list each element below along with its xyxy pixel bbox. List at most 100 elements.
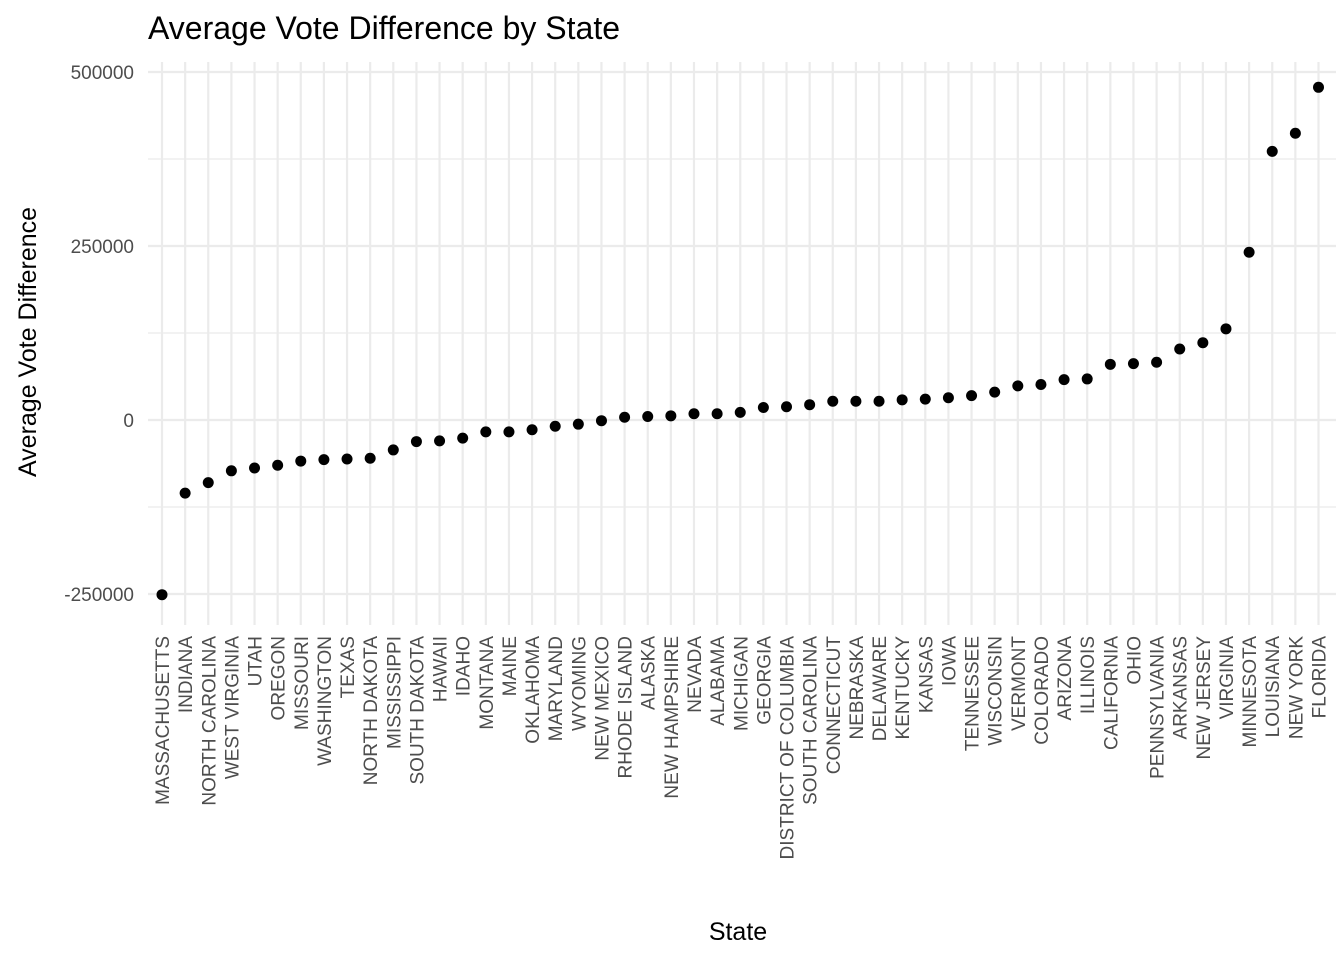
x-tick-label: PENNSYLVANIA: [1148, 636, 1169, 779]
x-tick-label: MONTANA: [477, 636, 498, 730]
x-axis-tick-labels: MASSACHUSETTS INDIANA NORTH CAROLINA WEST V…: [153, 636, 1331, 860]
x-tick-label: ARKANSAS: [1171, 636, 1192, 739]
x-tick-label: RHODE ISLAND: [616, 636, 637, 779]
data-point: [665, 410, 677, 422]
data-point: [387, 444, 399, 456]
x-tick-label: UTAH: [246, 636, 267, 686]
x-tick-label: TEXAS: [338, 636, 359, 698]
data-point: [688, 408, 700, 420]
data-point: [896, 394, 908, 406]
x-tick-label: ILLINOIS: [1078, 636, 1099, 714]
x-axis-title: State: [709, 918, 767, 946]
data-point: [480, 426, 492, 438]
data-point: [873, 395, 885, 407]
x-tick-label: KANSAS: [916, 636, 937, 713]
y-tick-label: 250000: [71, 237, 134, 258]
x-tick-label: FLORIDA: [1310, 636, 1331, 719]
x-tick-label: COLORADO: [1032, 636, 1053, 745]
x-tick-label: OKLAHOMA: [523, 636, 544, 744]
grid-lines: [148, 62, 1336, 625]
x-tick-label: MARYLAND: [546, 636, 567, 741]
data-point: [503, 426, 515, 438]
data-point: [1243, 246, 1255, 258]
data-point: [179, 487, 191, 499]
data-point: [1127, 358, 1139, 370]
x-tick-label: MISSISSIPPI: [384, 636, 405, 749]
x-tick-label: MASSACHUSETTS: [153, 636, 174, 805]
x-tick-label: MICHIGAN: [731, 636, 752, 731]
data-point: [1081, 373, 1093, 385]
data-point: [1104, 358, 1116, 370]
data-point: [1220, 323, 1232, 335]
y-axis-tick-labels: -250000 0 250000 500000: [64, 63, 134, 606]
data-point: [827, 395, 839, 407]
x-tick-label: VIRGINIA: [1217, 636, 1238, 720]
y-tick-label: -250000: [64, 585, 134, 606]
x-tick-label: NEW YORK: [1286, 636, 1307, 739]
data-point: [919, 393, 931, 405]
data-point: [642, 411, 654, 423]
x-tick-label: NEVADA: [685, 636, 706, 713]
x-tick-label: INDIANA: [176, 636, 197, 713]
chart-title: Average Vote Difference by State: [148, 10, 620, 46]
data-point: [1035, 379, 1047, 391]
data-point: [1266, 145, 1278, 157]
x-tick-label: MISSOURI: [292, 636, 313, 730]
x-tick-label: MINNESOTA: [1240, 636, 1261, 748]
x-tick-label: NEW MEXICO: [592, 636, 613, 761]
x-tick-label: ALABAMA: [708, 636, 729, 726]
x-tick-label: DISTRICT OF COLUMBIA: [778, 636, 799, 860]
data-points: [156, 81, 1324, 601]
x-tick-label: SOUTH CAROLINA: [801, 636, 822, 805]
data-point: [1058, 374, 1070, 386]
data-point: [572, 418, 584, 430]
x-tick-label: OREGON: [269, 636, 290, 720]
data-point: [966, 390, 978, 402]
x-tick-label: NEW JERSEY: [1194, 636, 1215, 760]
x-tick-label: CALIFORNIA: [1101, 636, 1122, 750]
data-point: [942, 392, 954, 404]
x-tick-label: ALASKA: [639, 636, 660, 710]
x-tick-label: WYOMING: [569, 636, 590, 731]
x-tick-label: GEORGIA: [754, 636, 775, 725]
data-point: [711, 408, 723, 420]
data-point: [1012, 380, 1024, 392]
x-tick-label: SOUTH DAKOTA: [407, 636, 428, 785]
data-point: [1174, 343, 1186, 355]
x-tick-label: LOUISIANA: [1263, 636, 1284, 738]
data-point: [272, 459, 284, 471]
data-point: [364, 452, 376, 464]
y-axis-title: Average Vote Difference: [14, 207, 42, 477]
data-point: [619, 411, 631, 423]
x-tick-label: TENNESSEE: [963, 636, 984, 751]
data-point: [410, 436, 422, 448]
x-tick-label: NORTH DAKOTA: [361, 636, 382, 786]
x-tick-label: WASHINGTON: [315, 636, 336, 766]
x-tick-label: VERMONT: [1009, 636, 1030, 731]
x-tick-label: MAINE: [500, 636, 521, 696]
x-tick-label: HAWAII: [431, 636, 452, 702]
x-tick-label: IOWA: [939, 636, 960, 686]
data-point: [295, 455, 307, 467]
data-point: [202, 477, 214, 489]
data-point: [457, 432, 469, 444]
data-point: [1197, 337, 1209, 349]
x-tick-label: WISCONSIN: [986, 636, 1007, 746]
data-point: [1313, 81, 1324, 93]
x-tick-label: DELAWARE: [870, 636, 891, 741]
x-tick-label: KENTUCKY: [893, 636, 914, 740]
x-tick-label: WEST VIRGINIA: [222, 636, 243, 780]
x-tick-label: NEW HAMPSHIRE: [662, 636, 683, 799]
y-tick-label: 500000: [71, 63, 134, 84]
x-tick-label: IDAHO: [454, 636, 475, 696]
data-point: [1151, 356, 1163, 368]
data-point: [850, 395, 862, 407]
data-point: [781, 401, 793, 413]
data-point: [804, 399, 816, 411]
x-tick-label: OHIO: [1124, 636, 1145, 685]
x-tick-label: CONNECTICUT: [824, 636, 845, 775]
data-point: [249, 462, 261, 474]
data-point: [434, 435, 446, 447]
x-tick-label: ARIZONA: [1055, 636, 1076, 721]
